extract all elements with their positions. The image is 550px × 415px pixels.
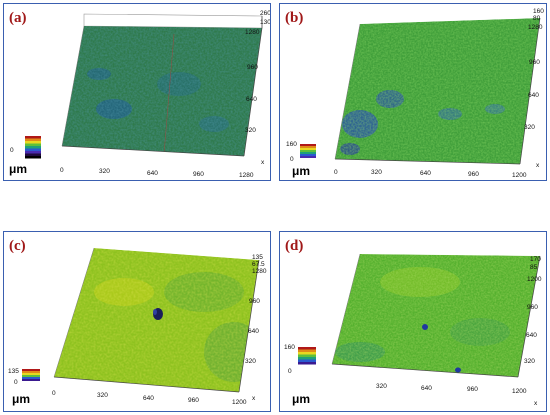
y-tick: 320 bbox=[245, 127, 256, 134]
y-tick: 640 bbox=[248, 328, 259, 335]
color-legend-c bbox=[22, 369, 40, 381]
panel-c: (c) μm 135 67.5 1280 960 640 320 0 320 6… bbox=[3, 231, 271, 412]
x-tick: 640 bbox=[147, 170, 158, 177]
y-tick: 640 bbox=[528, 92, 539, 99]
legend-tick: 160 bbox=[286, 141, 297, 148]
unit-label: μm bbox=[292, 164, 311, 178]
x-tick: 320 bbox=[97, 392, 108, 399]
x-axis-label: x bbox=[252, 395, 256, 402]
panel-label: (b) bbox=[285, 10, 304, 26]
legend-tick: 0 bbox=[290, 156, 294, 163]
color-legend-b bbox=[300, 144, 316, 158]
legend-tick: 160 bbox=[284, 344, 295, 351]
x-tick: 640 bbox=[420, 170, 431, 177]
x-axis-label: x bbox=[536, 162, 540, 169]
x-tick: 1200 bbox=[232, 399, 247, 406]
panel-d: (d) μm 170 85 1200 960 640 320 320 640 9… bbox=[279, 231, 547, 412]
x-tick: 960 bbox=[468, 171, 479, 178]
x-axis-label: x bbox=[261, 159, 265, 166]
x-tick: 0 bbox=[52, 390, 56, 397]
z-tick: 160 bbox=[533, 8, 544, 15]
z-tick: 85 bbox=[530, 264, 538, 271]
unit-label: μm bbox=[9, 162, 28, 176]
y-tick: 960 bbox=[249, 298, 260, 305]
surface-plot-d bbox=[298, 253, 541, 378]
panel-a: (a) μm 260 130 1280 960 640 320 0 320 64… bbox=[3, 3, 271, 181]
z-tick: 67.5 bbox=[252, 261, 265, 268]
color-legend-d bbox=[298, 347, 316, 365]
x-tick: 0 bbox=[60, 167, 64, 174]
y-tick: 960 bbox=[247, 64, 258, 71]
y-tick: 320 bbox=[245, 358, 256, 365]
y-tick: 960 bbox=[529, 59, 540, 66]
y-tick: 1200 bbox=[527, 276, 542, 283]
x-tick: 960 bbox=[467, 386, 478, 393]
x-tick: 320 bbox=[376, 383, 387, 390]
x-tick: 960 bbox=[188, 397, 199, 404]
z-tick: 130 bbox=[260, 19, 271, 26]
x-tick: 1280 bbox=[239, 172, 254, 179]
legend-tick: 0 bbox=[14, 379, 18, 386]
x-tick: 0 bbox=[334, 169, 338, 176]
surface-plot-b bbox=[300, 17, 541, 165]
panel-label: (c) bbox=[9, 238, 26, 254]
x-tick: 1200 bbox=[512, 172, 527, 179]
y-tick: 640 bbox=[246, 96, 257, 103]
legend-tick: 0 bbox=[10, 147, 14, 154]
y-tick: 320 bbox=[524, 358, 535, 365]
x-axis-label: x bbox=[534, 400, 538, 407]
z-tick: 260 bbox=[260, 10, 271, 17]
panel-label: (d) bbox=[285, 238, 304, 254]
y-tick: 1280 bbox=[528, 24, 543, 31]
x-tick: 960 bbox=[193, 171, 204, 178]
y-tick: 1280 bbox=[245, 29, 260, 36]
color-legend-a bbox=[25, 136, 41, 159]
unit-label: μm bbox=[12, 392, 31, 406]
x-tick: 640 bbox=[143, 395, 154, 402]
y-tick: 1280 bbox=[252, 268, 267, 275]
y-tick: 320 bbox=[524, 124, 535, 131]
x-tick: 320 bbox=[371, 169, 382, 176]
legend-tick: 0 bbox=[288, 368, 292, 375]
x-tick: 1200 bbox=[512, 388, 527, 395]
z-tick: 135 bbox=[252, 254, 263, 261]
legend-tick: 135 bbox=[8, 368, 19, 375]
z-tick: 80 bbox=[533, 15, 541, 22]
surface-plot-a bbox=[25, 13, 263, 159]
unit-label: μm bbox=[292, 392, 311, 406]
y-tick: 960 bbox=[527, 304, 538, 311]
y-tick: 640 bbox=[526, 332, 537, 339]
x-tick: 640 bbox=[421, 385, 432, 392]
panel-label: (a) bbox=[9, 10, 27, 26]
surface-plot-c bbox=[22, 247, 260, 393]
z-tick: 170 bbox=[530, 256, 541, 263]
x-tick: 320 bbox=[99, 168, 110, 175]
panel-b: (b) μm 160 80 1280 960 640 320 0 320 640… bbox=[279, 3, 547, 181]
